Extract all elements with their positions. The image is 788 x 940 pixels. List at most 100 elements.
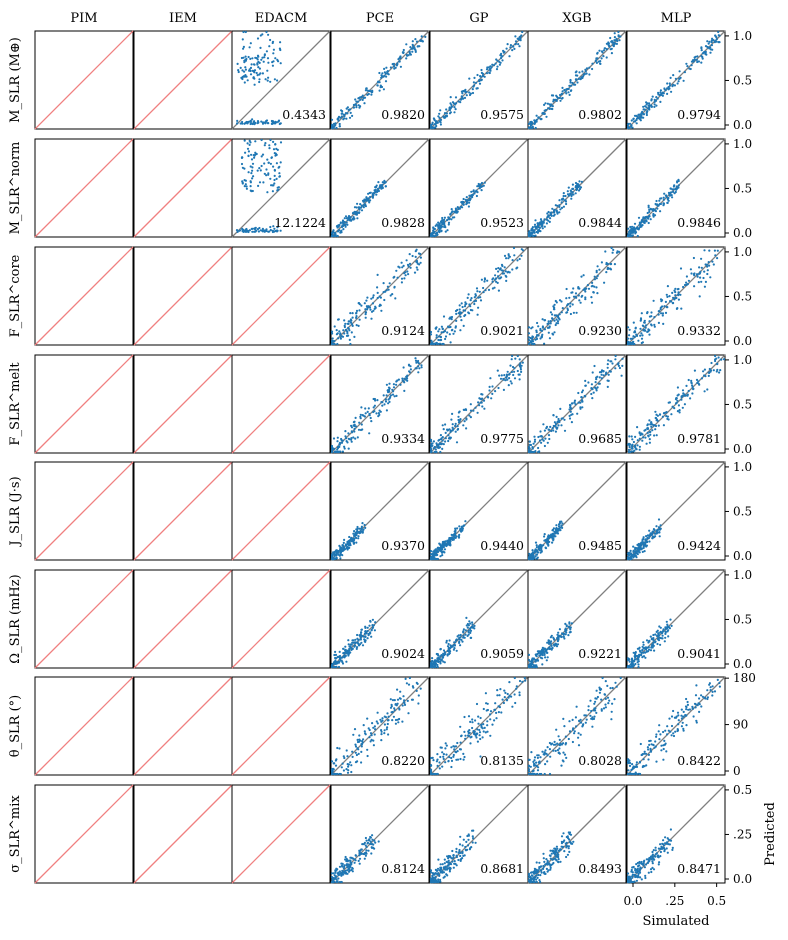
scatter-point bbox=[353, 206, 357, 209]
scatter-point bbox=[368, 624, 371, 627]
scatter-point bbox=[518, 257, 521, 261]
scatter-point bbox=[661, 94, 665, 97]
scatter-point bbox=[350, 764, 353, 767]
scatter-point bbox=[706, 265, 709, 268]
scatter-point bbox=[708, 40, 711, 43]
scatter-point bbox=[488, 71, 491, 75]
scatter-point bbox=[557, 639, 560, 642]
scatter-point bbox=[580, 180, 584, 183]
scatter-point bbox=[527, 126, 531, 130]
scatter-point bbox=[629, 552, 633, 555]
scatter-point bbox=[549, 425, 552, 428]
scatter-point bbox=[671, 196, 674, 199]
scatter-point bbox=[414, 50, 417, 54]
scatter-point bbox=[462, 197, 465, 201]
scatter-points bbox=[626, 178, 680, 238]
scatter-point bbox=[250, 172, 253, 175]
scatter-point bbox=[509, 46, 512, 49]
score-label: 0.9021 bbox=[480, 323, 524, 338]
scatter-point bbox=[646, 424, 649, 427]
scatter-point bbox=[454, 309, 458, 313]
scatter-point bbox=[239, 122, 242, 125]
scatter-point bbox=[717, 356, 720, 359]
scatter-point bbox=[561, 632, 564, 636]
scatter-point bbox=[377, 412, 380, 415]
scatter-point bbox=[407, 683, 411, 686]
scatter-point bbox=[550, 644, 553, 648]
scatter-point bbox=[635, 122, 638, 125]
scatter-point bbox=[432, 550, 435, 553]
scatter-point bbox=[638, 649, 642, 652]
scatter-point bbox=[564, 633, 567, 636]
scatter-point bbox=[665, 194, 668, 197]
scatter-point bbox=[454, 108, 457, 111]
scatter-point bbox=[333, 653, 336, 657]
scatter-point bbox=[695, 58, 699, 62]
scatter-point bbox=[255, 71, 258, 75]
scatter-point bbox=[666, 295, 669, 298]
scatter-point bbox=[469, 299, 472, 302]
scatter-point bbox=[511, 259, 514, 262]
scatter-point bbox=[598, 49, 601, 52]
scatter-point bbox=[600, 57, 603, 60]
scatter-point bbox=[473, 730, 476, 733]
scatter-point bbox=[661, 637, 664, 640]
score-label: 0.9124 bbox=[381, 323, 425, 338]
scatter-point bbox=[394, 66, 397, 69]
scatter-point bbox=[439, 755, 442, 759]
scatter-point bbox=[366, 748, 369, 751]
scatter-point bbox=[244, 74, 247, 77]
scatter-point bbox=[360, 304, 363, 307]
scatter-point bbox=[649, 433, 652, 436]
scatter-point bbox=[435, 124, 438, 128]
scatter-point bbox=[433, 445, 436, 449]
scatter-point bbox=[671, 405, 674, 408]
scatter-point bbox=[341, 335, 345, 338]
scatter-point bbox=[675, 401, 678, 404]
scatter-point bbox=[639, 334, 642, 337]
scatter-point bbox=[400, 261, 403, 264]
scatter-point bbox=[654, 428, 657, 431]
scatter-point bbox=[653, 100, 656, 103]
scatter-point bbox=[642, 643, 645, 646]
scatter-point bbox=[641, 224, 644, 227]
scatter-point bbox=[349, 111, 352, 114]
scatter-point bbox=[682, 285, 685, 289]
scatter-point bbox=[498, 694, 501, 697]
score-label: 0.9775 bbox=[480, 431, 524, 446]
scatter-point bbox=[682, 79, 685, 82]
scatter-point bbox=[264, 122, 267, 125]
scatter-point bbox=[665, 196, 668, 199]
scatter-point bbox=[438, 547, 441, 550]
scatter-point bbox=[504, 274, 507, 277]
scatter-point bbox=[534, 234, 537, 237]
scatter-point bbox=[277, 60, 280, 63]
scatter-point bbox=[476, 740, 479, 743]
scatter-point bbox=[647, 435, 650, 438]
scatter-point bbox=[249, 185, 252, 188]
scatter-point bbox=[516, 37, 519, 40]
scatter-point bbox=[456, 428, 459, 431]
scatter-point bbox=[386, 285, 389, 288]
scatter-point bbox=[367, 192, 370, 195]
scatter-point bbox=[557, 314, 560, 317]
scatter-point bbox=[535, 118, 538, 121]
scatter-point bbox=[250, 153, 253, 156]
scatter-point bbox=[659, 91, 662, 94]
scatter-point bbox=[481, 727, 484, 730]
scatter-point bbox=[532, 442, 535, 445]
scatter-point bbox=[498, 63, 501, 66]
scatter-point bbox=[346, 112, 349, 115]
scatter-point bbox=[463, 96, 467, 99]
scatter-point bbox=[663, 88, 666, 91]
scatter-point bbox=[573, 401, 576, 404]
scatter-point bbox=[706, 272, 709, 276]
scatter-point bbox=[497, 289, 500, 292]
scatter-point bbox=[626, 123, 630, 126]
scatter-point bbox=[631, 225, 634, 228]
scatter-point bbox=[645, 220, 648, 223]
scatter-point bbox=[243, 179, 246, 182]
scatter-point bbox=[403, 277, 406, 280]
scatter-point bbox=[632, 665, 635, 668]
scatter-point bbox=[627, 326, 630, 329]
